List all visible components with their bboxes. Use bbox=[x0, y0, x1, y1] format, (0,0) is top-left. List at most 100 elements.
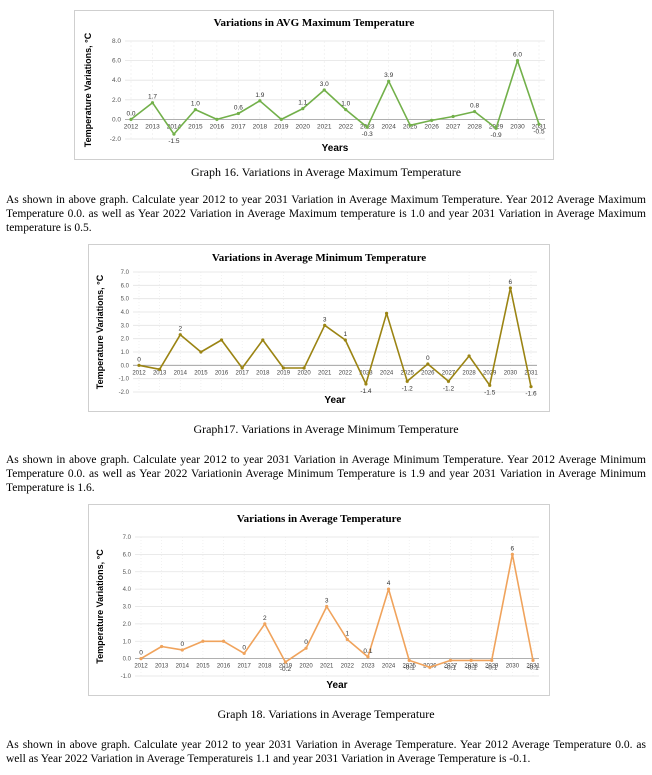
data-label: 0 bbox=[139, 650, 143, 657]
y-tick-label: 6.0 bbox=[121, 283, 130, 289]
y-tick-label: 2.0 bbox=[112, 97, 121, 104]
data-point bbox=[137, 363, 141, 367]
y-tick-label: 6.0 bbox=[112, 58, 121, 65]
data-point bbox=[279, 117, 283, 121]
data-label: -0.1 bbox=[486, 664, 498, 671]
y-tick-label: 0.0 bbox=[121, 363, 130, 369]
x-tick-label: 2031 bbox=[526, 664, 540, 670]
data-point bbox=[258, 99, 262, 103]
y-axis-label: Temperature Variations, °C bbox=[83, 32, 93, 147]
y-tick-label: 4.0 bbox=[112, 77, 121, 84]
x-tick-label: 2013 bbox=[153, 370, 167, 376]
chart-avg-max-temperature: Variations in AVG Maximum Temperature Yea… bbox=[74, 10, 554, 160]
series-line bbox=[138, 287, 532, 387]
x-tick-label: 2022 bbox=[341, 664, 355, 670]
data-label: -0.1 bbox=[466, 664, 478, 671]
x-tick-label: 2029 bbox=[483, 370, 497, 376]
x-tick-label: 2020 bbox=[299, 664, 313, 670]
x-tick-label: 2024 bbox=[382, 664, 396, 670]
x-tick-label: 2018 bbox=[258, 664, 272, 670]
y-tick-label: 6.0 bbox=[123, 552, 132, 558]
data-point bbox=[387, 79, 391, 83]
y-tick-label: 3.0 bbox=[121, 323, 130, 329]
x-tick-label: 2022 bbox=[339, 370, 353, 376]
data-point bbox=[407, 658, 411, 662]
data-point bbox=[405, 379, 409, 383]
data-label: 0 bbox=[242, 644, 246, 651]
chart-svg: Variations in AVG Maximum Temperature Yea… bbox=[83, 17, 547, 154]
data-point bbox=[158, 367, 162, 371]
data-point bbox=[386, 587, 391, 591]
data-label: -1.5 bbox=[484, 389, 496, 396]
data-point bbox=[531, 658, 535, 662]
data-point bbox=[446, 379, 451, 383]
y-tick-label: 5.0 bbox=[121, 297, 130, 303]
data-point bbox=[281, 366, 286, 370]
x-tick-label: 2019 bbox=[274, 123, 289, 130]
data-point bbox=[494, 126, 498, 130]
x-tick-label: 2019 bbox=[277, 370, 291, 376]
data-label: 6.0 bbox=[513, 52, 522, 59]
data-point bbox=[304, 646, 308, 650]
chart-title: Variations in AVG Maximum Temperature bbox=[214, 17, 415, 29]
data-label: 1 bbox=[344, 331, 348, 338]
x-tick-label: 2012 bbox=[132, 370, 146, 376]
data-label: 0.8 bbox=[470, 103, 479, 110]
data-point bbox=[172, 132, 176, 136]
data-point bbox=[129, 117, 133, 121]
y-tick-label: 8.0 bbox=[112, 38, 121, 45]
x-tick-label: 2027 bbox=[442, 370, 456, 376]
y-tick-label: 3.0 bbox=[123, 605, 132, 611]
paragraph-graph-17: As shown in above graph. Calculate year … bbox=[6, 454, 646, 494]
data-label: 2 bbox=[263, 615, 267, 622]
chart-svg: Variations in Average Temperature Year Tem… bbox=[95, 513, 540, 691]
data-label: 2 bbox=[178, 326, 182, 333]
x-tick-label: 2026 bbox=[421, 370, 435, 376]
data-point bbox=[242, 651, 246, 656]
data-point bbox=[160, 644, 164, 649]
y-tick-label: 2.0 bbox=[123, 622, 132, 628]
x-tick-label: 2014 bbox=[167, 123, 182, 130]
x-tick-label: 2021 bbox=[318, 370, 332, 376]
x-tick-label: 2030 bbox=[504, 370, 518, 376]
data-point bbox=[150, 101, 155, 105]
data-label: 3.0 bbox=[320, 81, 329, 88]
series-line bbox=[130, 59, 540, 135]
data-point bbox=[263, 622, 267, 626]
paragraph-graph-18: As shown in above graph. Calculate year … bbox=[6, 739, 646, 765]
data-label: 1.1 bbox=[298, 100, 307, 107]
caption-graph-16: Graph 16. Variations in Average Maximum … bbox=[190, 165, 462, 179]
data-point bbox=[366, 655, 370, 659]
x-tick-label: 2016 bbox=[217, 664, 231, 670]
data-label: 0.6 bbox=[234, 105, 243, 112]
data-label: 0.0 bbox=[126, 110, 135, 117]
data-point bbox=[345, 637, 349, 642]
data-point bbox=[529, 385, 533, 389]
data-label: 6 bbox=[511, 545, 515, 552]
data-label: -1.2 bbox=[402, 385, 414, 392]
x-tick-label: 2014 bbox=[176, 664, 190, 670]
y-tick-label: 7.0 bbox=[123, 535, 132, 541]
data-point bbox=[215, 117, 219, 121]
y-tick-label: 0.0 bbox=[123, 657, 132, 663]
x-axis-label: Year bbox=[324, 395, 345, 406]
data-point bbox=[240, 366, 244, 370]
data-point bbox=[261, 338, 265, 342]
data-label: 3.9 bbox=[384, 72, 393, 79]
x-tick-label: 2025 bbox=[403, 123, 418, 130]
x-tick-label: 2031 bbox=[524, 370, 538, 376]
y-tick-label: 2.0 bbox=[121, 337, 130, 343]
x-tick-label: 2016 bbox=[210, 123, 225, 130]
x-tick-label: 2026 bbox=[424, 123, 439, 130]
x-tick-label: 2020 bbox=[296, 123, 311, 130]
x-tick-label: 2031 bbox=[532, 123, 547, 130]
data-point bbox=[365, 125, 369, 129]
x-tick-label: 2017 bbox=[237, 664, 251, 670]
x-tick-label: 2017 bbox=[235, 370, 249, 376]
x-tick-label: 2013 bbox=[145, 123, 160, 130]
x-tick-label: 2024 bbox=[380, 370, 394, 376]
x-axis-label: Year bbox=[326, 680, 347, 691]
data-point bbox=[515, 59, 520, 63]
data-label: 0 bbox=[180, 641, 184, 648]
x-tick-label: 2025 bbox=[401, 370, 415, 376]
